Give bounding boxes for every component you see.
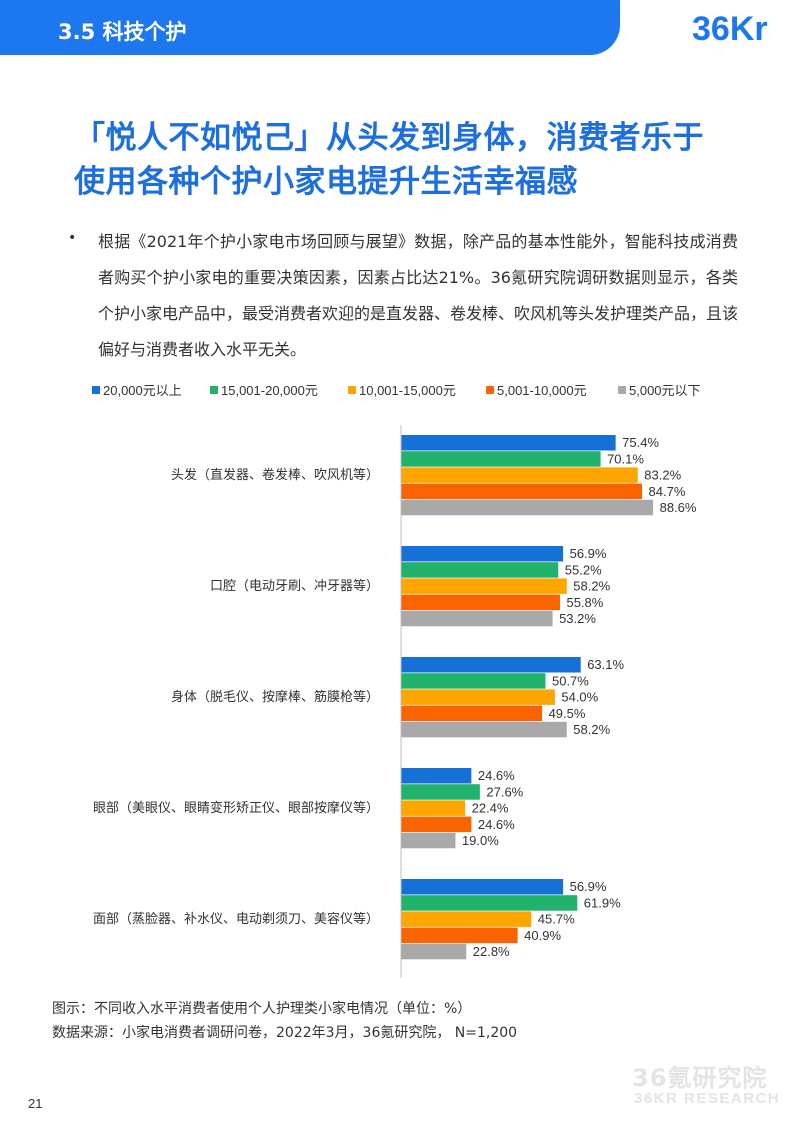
legend-item: 5,001-10,000元 bbox=[486, 380, 587, 399]
bar-value-label: 22.8% bbox=[473, 944, 510, 959]
bar-value-label: 55.8% bbox=[566, 595, 603, 610]
bar-value-label: 56.9% bbox=[570, 546, 607, 561]
bar-value-label: 24.6% bbox=[478, 768, 515, 783]
36kr-logo: 36Kr bbox=[692, 10, 768, 48]
logo-text: 36Kr bbox=[692, 10, 768, 48]
bar-value-label: 50.7% bbox=[552, 673, 589, 688]
legend-swatch bbox=[618, 385, 626, 394]
bar-value-label: 88.6% bbox=[660, 500, 697, 515]
bar bbox=[401, 657, 581, 673]
figure-caption: 图示：不同收入水平消费者使用个人护理类小家电情况（单位：%） bbox=[52, 1001, 472, 1017]
bar bbox=[401, 895, 578, 911]
headline-line-2: 使用各种个护小家电提升生活幸福感 bbox=[74, 164, 578, 200]
bar-value-label: 45.7% bbox=[538, 912, 575, 927]
bar bbox=[401, 467, 638, 483]
bar bbox=[401, 610, 553, 627]
legend-label: 5,000元以下 bbox=[629, 383, 701, 398]
bar bbox=[401, 546, 564, 562]
legend-swatch bbox=[92, 385, 100, 394]
bar bbox=[401, 768, 472, 784]
legend-item: 5,000元以下 bbox=[618, 380, 701, 399]
bar bbox=[401, 451, 601, 467]
legend-swatch bbox=[348, 385, 356, 394]
legend-item: 20,000元以上 bbox=[92, 380, 182, 399]
legend-item: 15,001-20,000元 bbox=[210, 380, 318, 399]
bar bbox=[401, 689, 555, 705]
body-paragraph: 根据《2021年个护小家电市场回顾与展望》数据，除产品的基本性能外，智能科技成消… bbox=[98, 232, 739, 359]
headline: 「悦人不如悦己」从头发到身体，消费者乐于 使用各种个护小家电提升生活幸福感 bbox=[74, 116, 754, 204]
bar-value-label: 84.7% bbox=[649, 484, 686, 499]
chart-legend: 20,000元以上 15,001-20,000元 10,001-15,000元 5,0… bbox=[0, 380, 794, 402]
page-number: 21 bbox=[28, 1096, 43, 1111]
bar bbox=[401, 673, 546, 689]
bar bbox=[401, 705, 543, 722]
bar-value-label: 54.0% bbox=[561, 690, 598, 705]
bar-value-label: 22.4% bbox=[472, 801, 509, 816]
bar bbox=[401, 499, 654, 516]
bar-value-label: 83.2% bbox=[644, 468, 681, 483]
watermark-en: 36KR RESEARCH bbox=[634, 1090, 781, 1107]
bar bbox=[401, 435, 616, 451]
category-label: 头发（直发器、卷发棒、吹风机等） bbox=[171, 467, 379, 483]
watermark-cn: 36氪研究院 bbox=[632, 1064, 768, 1092]
legend-label: 20,000元以上 bbox=[103, 383, 182, 398]
section-title: 3.5 科技个护 bbox=[58, 20, 187, 44]
bar bbox=[401, 943, 467, 960]
bar-value-label: 70.1% bbox=[607, 451, 644, 466]
legend-swatch bbox=[210, 385, 218, 394]
bar-value-label: 63.1% bbox=[587, 657, 624, 672]
legend-swatch bbox=[486, 385, 494, 394]
bar-value-label: 56.9% bbox=[570, 879, 607, 894]
bar-value-label: 53.2% bbox=[559, 611, 596, 626]
bar-value-label: 19.0% bbox=[462, 833, 499, 848]
data-source: 数据来源：小家电消费者调研问卷，2022年3月，36氪研究院， N=1,200 bbox=[52, 1025, 518, 1041]
bar bbox=[401, 578, 567, 594]
headline-line-1: 「悦人不如悦己」从头发到身体，消费者乐于 bbox=[74, 120, 704, 156]
bar-value-label: 27.6% bbox=[486, 784, 523, 799]
bar-value-label: 55.2% bbox=[565, 562, 602, 577]
bar-value-label: 61.9% bbox=[584, 895, 621, 910]
bar bbox=[401, 594, 560, 611]
bar-value-label: 75.4% bbox=[622, 435, 659, 450]
bar-value-label: 58.2% bbox=[573, 722, 610, 737]
legend-label: 10,001-15,000元 bbox=[359, 383, 456, 398]
bar bbox=[401, 721, 567, 738]
bar bbox=[401, 784, 480, 800]
bullet-dot: • bbox=[68, 230, 77, 246]
category-label: 面部（蒸脸器、补水仪、电动剃须刀、美容仪等） bbox=[93, 911, 379, 927]
legend-item: 10,001-15,000元 bbox=[348, 380, 456, 399]
bar-value-label: 24.6% bbox=[478, 817, 515, 832]
bar bbox=[401, 483, 643, 500]
bar bbox=[401, 816, 472, 833]
category-label: 眼部（美眼仪、眼睛变形矫正仪、眼部按摩仪等） bbox=[93, 800, 379, 816]
bar bbox=[401, 832, 456, 849]
bar bbox=[401, 562, 559, 578]
bar bbox=[401, 911, 532, 927]
category-label: 口腔（电动牙刷、冲牙器等） bbox=[210, 578, 379, 594]
bar bbox=[401, 927, 518, 944]
section-header-bar bbox=[0, 0, 620, 55]
bar-value-label: 40.9% bbox=[524, 928, 561, 943]
bar-value-label: 58.2% bbox=[573, 579, 610, 594]
legend-label: 5,001-10,000元 bbox=[497, 383, 587, 398]
category-label: 身体（脱毛仪、按摩棒、筋膜枪等） bbox=[171, 689, 379, 705]
bar-value-label: 49.5% bbox=[549, 706, 586, 721]
bar bbox=[401, 800, 466, 816]
legend-label: 15,001-20,000元 bbox=[221, 383, 318, 398]
bar bbox=[401, 879, 564, 895]
